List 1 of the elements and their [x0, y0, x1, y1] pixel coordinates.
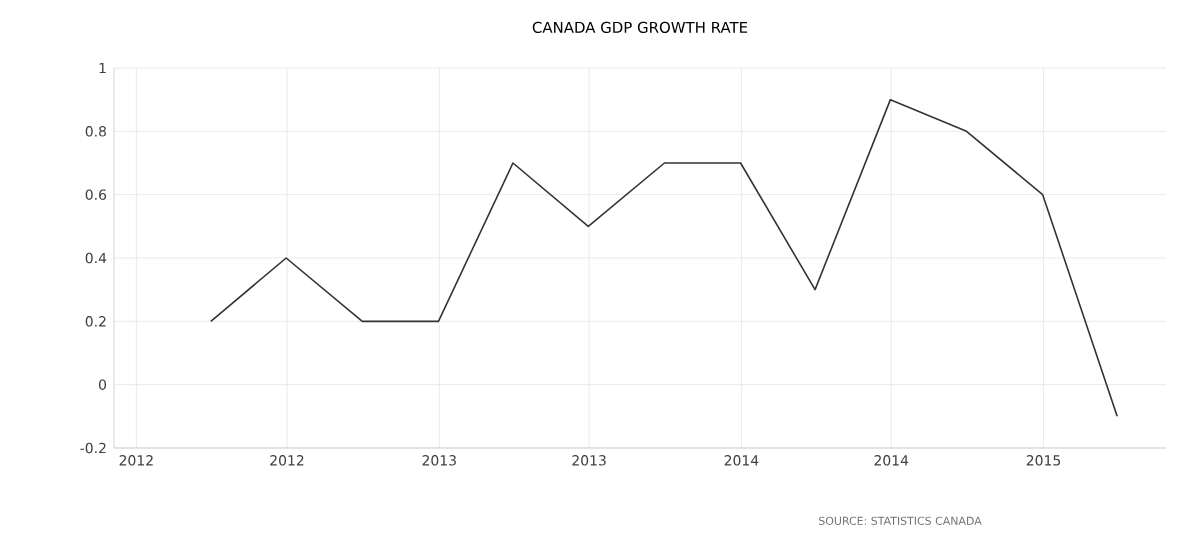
line-series: [210, 98, 1118, 418]
